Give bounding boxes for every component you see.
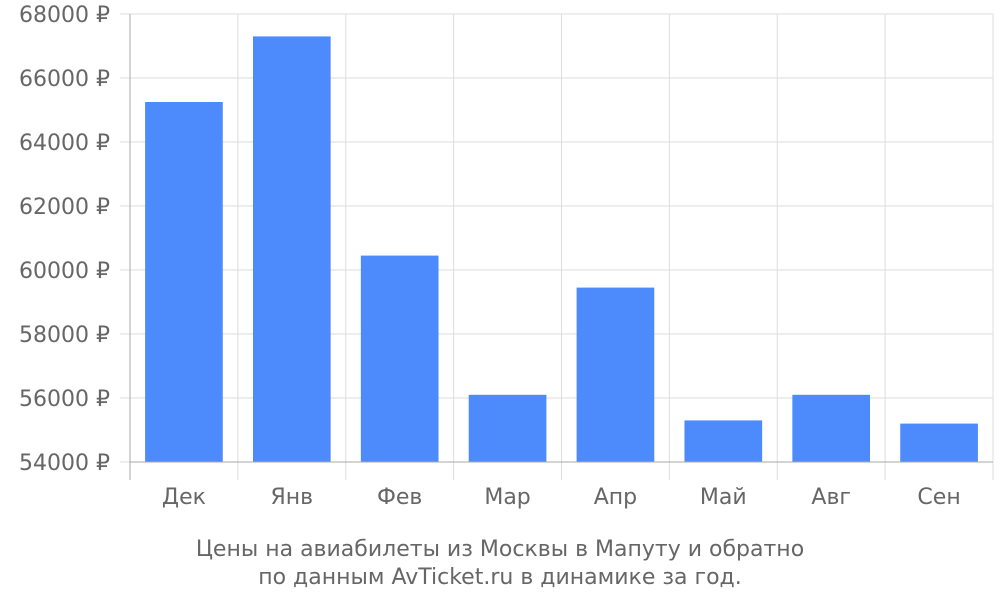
x-tick-label: Фев	[377, 485, 422, 510]
bar	[576, 287, 655, 462]
bar	[792, 394, 871, 462]
bar	[360, 255, 439, 462]
y-tick-label: 54000 ₽	[19, 451, 110, 476]
y-tick-label: 66000 ₽	[19, 67, 110, 92]
x-tick-label: Мар	[484, 485, 530, 510]
bar	[684, 420, 763, 462]
x-tick-labels: Дек Янв Фев Мар Апр Май Авг Сен	[162, 485, 961, 510]
x-tick-label: Авг	[811, 485, 851, 510]
x-tick-label: Сен	[917, 485, 960, 510]
x-tick-label: Дек	[162, 485, 206, 510]
x-tick-label: Май	[700, 485, 747, 510]
bar	[145, 102, 223, 462]
x-tick-label: Апр	[594, 485, 637, 510]
y-tick-labels: 54000 ₽ 56000 ₽ 58000 ₽ 60000 ₽ 62000 ₽ 64000…	[19, 3, 110, 476]
axes	[129, 14, 993, 480]
chart-caption-line-2: по данным AvTicket.ru в динамике за год.	[258, 565, 742, 590]
y-tick-label: 60000 ₽	[19, 259, 110, 284]
bar	[468, 394, 547, 462]
bar	[252, 36, 331, 463]
y-tick-label: 56000 ₽	[19, 387, 110, 412]
y-tick-label: 68000 ₽	[19, 3, 110, 28]
bar	[900, 423, 978, 462]
y-tick-label: 64000 ₽	[19, 131, 110, 156]
x-tick-label: Янв	[270, 485, 313, 510]
bars	[145, 36, 978, 463]
y-tick-label: 62000 ₽	[19, 195, 110, 220]
y-tick-label: 58000 ₽	[19, 323, 110, 348]
chart-caption-line-1: Цены на авиабилеты из Москвы в Мапуту и …	[196, 537, 804, 562]
